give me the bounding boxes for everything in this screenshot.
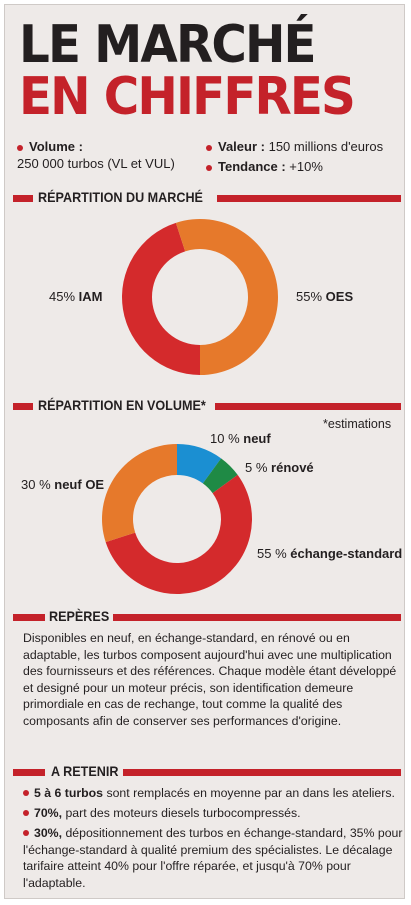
retenir-item: 5 à 6 turbos sont remplacés en moyenne p… xyxy=(23,785,403,802)
volume-value: 250 000 turbos (VL et VUL) xyxy=(17,156,175,171)
donut-chart-marche xyxy=(122,219,278,375)
section-bar-right xyxy=(217,195,401,202)
section-bar-right xyxy=(113,614,401,621)
bullet-icon xyxy=(23,789,29,796)
label-neuf-oe: 30 % neuf OE xyxy=(21,477,105,492)
infographic-frame: LE MARCHÉ EN CHIFFRES Volume : 250 000 t… xyxy=(4,4,405,899)
label-renove: 5 % rénové xyxy=(245,460,314,475)
section-bar-left xyxy=(13,195,33,202)
title-line-2: EN CHIFFRES xyxy=(19,67,356,127)
section-bar-left xyxy=(13,769,45,776)
retenir-item: 30%, dépositionnement des turbos en écha… xyxy=(23,826,403,890)
label-oes: 55% OES xyxy=(296,289,354,304)
volume-label: Volume : xyxy=(29,139,83,154)
donut-slice-neuf-oe xyxy=(101,444,177,543)
bullet-icon xyxy=(206,165,212,171)
donut-slice-rénové xyxy=(202,458,238,494)
valeur-line: Valeur : 150 millions d'euros xyxy=(218,139,384,154)
section-title-retenir: A RETENIR xyxy=(51,763,119,779)
bullet-icon xyxy=(17,145,23,151)
section-title-volume: RÉPARTITION EN VOLUME* xyxy=(38,397,206,413)
section-title-marche: RÉPARTITION DU MARCHÉ xyxy=(38,189,203,205)
donut-slice-iam xyxy=(122,222,200,375)
donut-chart-volume xyxy=(101,444,253,594)
label-neuf: 10 % neuf xyxy=(210,431,271,446)
bullet-icon xyxy=(206,145,212,151)
title-line-1: LE MARCHÉ xyxy=(19,15,317,75)
donut-slice-échange-standard xyxy=(105,474,253,594)
section-title-reperes: REPÈRES xyxy=(49,608,110,624)
donut-slice-neuf xyxy=(177,444,222,484)
estimations-note: *estimations xyxy=(323,417,392,431)
label-echange-standard: 55 % échange-standard xyxy=(257,546,403,561)
label-iam: 45% IAM xyxy=(49,289,103,304)
bullet-icon xyxy=(23,829,29,836)
tendance-line: Tendance : +10% xyxy=(218,159,323,174)
section-bar-right xyxy=(123,769,401,776)
section-bar-left xyxy=(13,403,33,410)
retenir-item: 70%, part des moteurs diesels turbocompr… xyxy=(23,805,403,822)
bullet-icon xyxy=(23,809,29,816)
donut-slice-oes xyxy=(175,219,278,375)
reperes-paragraph: Disponibles en neuf, en échange-standard… xyxy=(23,631,397,728)
section-bar-right xyxy=(215,403,401,410)
section-bar-left xyxy=(13,614,45,621)
